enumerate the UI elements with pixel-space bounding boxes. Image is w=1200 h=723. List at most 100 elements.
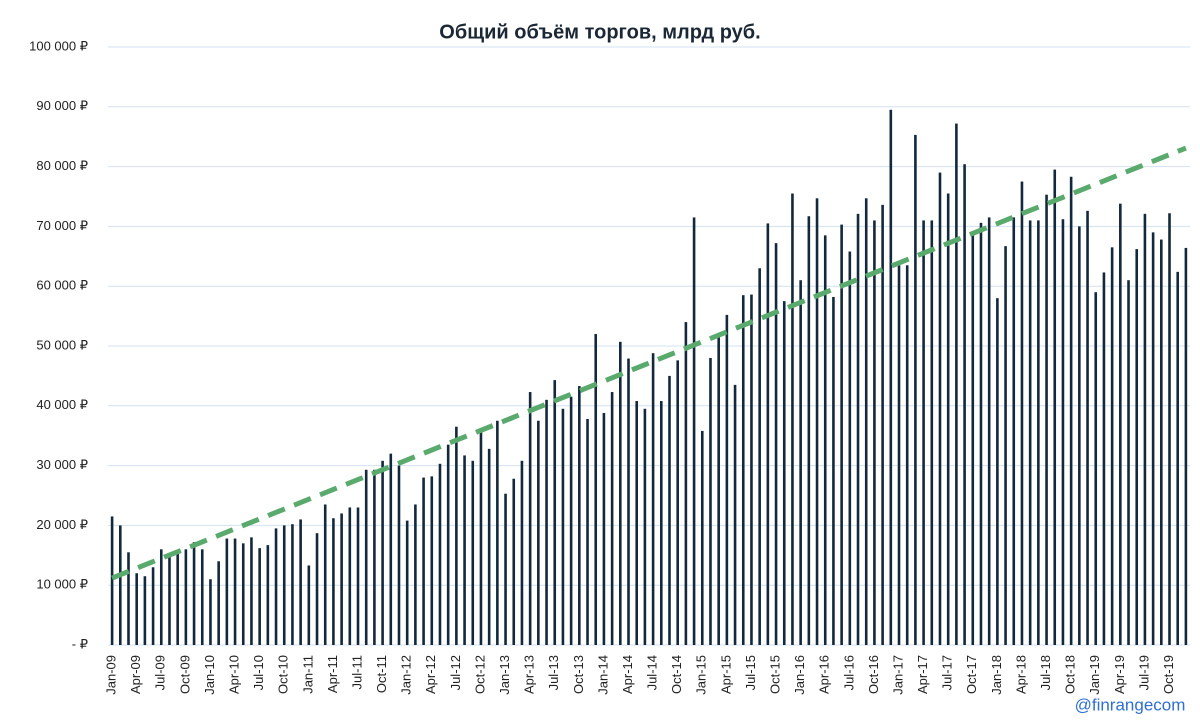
bar (1053, 169, 1057, 645)
x-tick-label: Jan-13 (497, 655, 512, 695)
bar (905, 265, 909, 645)
x-tick-label: Apr-17 (915, 655, 930, 694)
bar (955, 123, 958, 645)
x-tick-label: Apr-09 (128, 655, 143, 694)
bar (1045, 194, 1048, 645)
x-tick-label: Jul-17 (940, 655, 955, 690)
y-tick-label: 50 000 ₽ (36, 337, 88, 352)
x-tick-label: Oct-18 (1063, 655, 1078, 694)
bar (1069, 176, 1073, 646)
bar (192, 542, 196, 645)
bar (373, 469, 376, 645)
bar (315, 533, 319, 645)
x-tick-label: Jul-18 (1038, 655, 1053, 690)
bar (1119, 203, 1122, 645)
y-tick-label: 40 000 ₽ (36, 397, 88, 412)
bar (864, 198, 868, 645)
x-tick-label: Apr-13 (522, 655, 537, 694)
bar (635, 401, 639, 645)
bar (1143, 213, 1147, 646)
x-tick-label: Oct-09 (177, 655, 192, 694)
x-tick-label: Jan-10 (202, 655, 217, 695)
bar (405, 520, 409, 645)
bar (512, 478, 516, 645)
y-tick-label: 100 000 ₽ (29, 38, 88, 53)
bar (610, 392, 614, 645)
bar (348, 507, 352, 645)
x-tick-label: Jul-11 (349, 655, 364, 689)
bar (807, 216, 811, 645)
bar (225, 538, 229, 645)
bar (135, 573, 138, 645)
bar (766, 223, 770, 645)
x-tick-label: Jan-17 (890, 655, 905, 695)
x-tick-label: Jul-13 (546, 655, 561, 690)
bar (381, 460, 384, 645)
bar (414, 504, 417, 645)
x-tick-label: Apr-12 (423, 655, 438, 694)
bar (741, 295, 745, 645)
bar (1184, 247, 1188, 646)
x-tick-label: Apr-16 (817, 655, 832, 694)
bar (168, 555, 171, 645)
bar (430, 476, 434, 645)
bar (151, 567, 155, 645)
trendline (111, 145, 1187, 581)
bar (504, 493, 507, 645)
bar (832, 296, 835, 645)
bar (340, 513, 343, 645)
chart-title: Общий объём торгов, млрд руб. (439, 21, 760, 43)
bar (692, 217, 696, 645)
bar (717, 337, 720, 645)
bar (463, 455, 466, 645)
x-tick-label: Oct-10 (276, 655, 291, 694)
bar (389, 453, 393, 645)
bar (307, 565, 311, 645)
y-tick-label: 30 000 ₽ (36, 457, 88, 472)
bar (438, 463, 442, 645)
bar (1102, 272, 1106, 645)
x-tick-label: Oct-13 (571, 655, 586, 694)
x-tick-label: Oct-14 (669, 655, 684, 694)
bar (266, 545, 270, 645)
bar (848, 251, 852, 646)
bar (733, 384, 737, 645)
x-tick-label: Oct-16 (866, 655, 881, 694)
bar (823, 235, 827, 645)
bar (889, 109, 893, 646)
x-tick-label: Oct-19 (1161, 655, 1176, 694)
bar (651, 353, 655, 645)
bar (545, 399, 548, 645)
bar (1160, 239, 1163, 645)
bar (627, 358, 630, 645)
x-tick-label: Oct-15 (767, 655, 782, 694)
y-tick-label: 70 000 ₽ (36, 218, 88, 233)
x-tick-label: Apr-15 (718, 655, 733, 694)
bar (979, 222, 983, 645)
bar (209, 579, 212, 645)
x-tick-label: Jul-10 (251, 655, 266, 690)
x-tick-label: Jul-16 (841, 655, 856, 690)
bar (676, 360, 679, 645)
x-tick-label: Apr-19 (1112, 655, 1127, 694)
bar (791, 193, 794, 645)
bar (241, 543, 245, 645)
bar (725, 314, 729, 645)
x-tick-label: Oct-11 (374, 655, 389, 693)
bar (127, 552, 130, 645)
x-tick-label: Jul-09 (153, 655, 168, 690)
bar (143, 576, 147, 645)
bar (1020, 181, 1024, 646)
bar (1078, 226, 1081, 645)
bar (110, 516, 114, 645)
x-tick-label: Jan-16 (792, 655, 807, 695)
bar (274, 528, 278, 645)
bar (799, 280, 802, 645)
watermark: @finrangecom (1075, 695, 1186, 714)
bar (520, 460, 524, 645)
bar (578, 386, 581, 645)
x-tick-label: Oct-17 (964, 655, 979, 694)
bar (537, 420, 540, 645)
bar (668, 375, 671, 645)
